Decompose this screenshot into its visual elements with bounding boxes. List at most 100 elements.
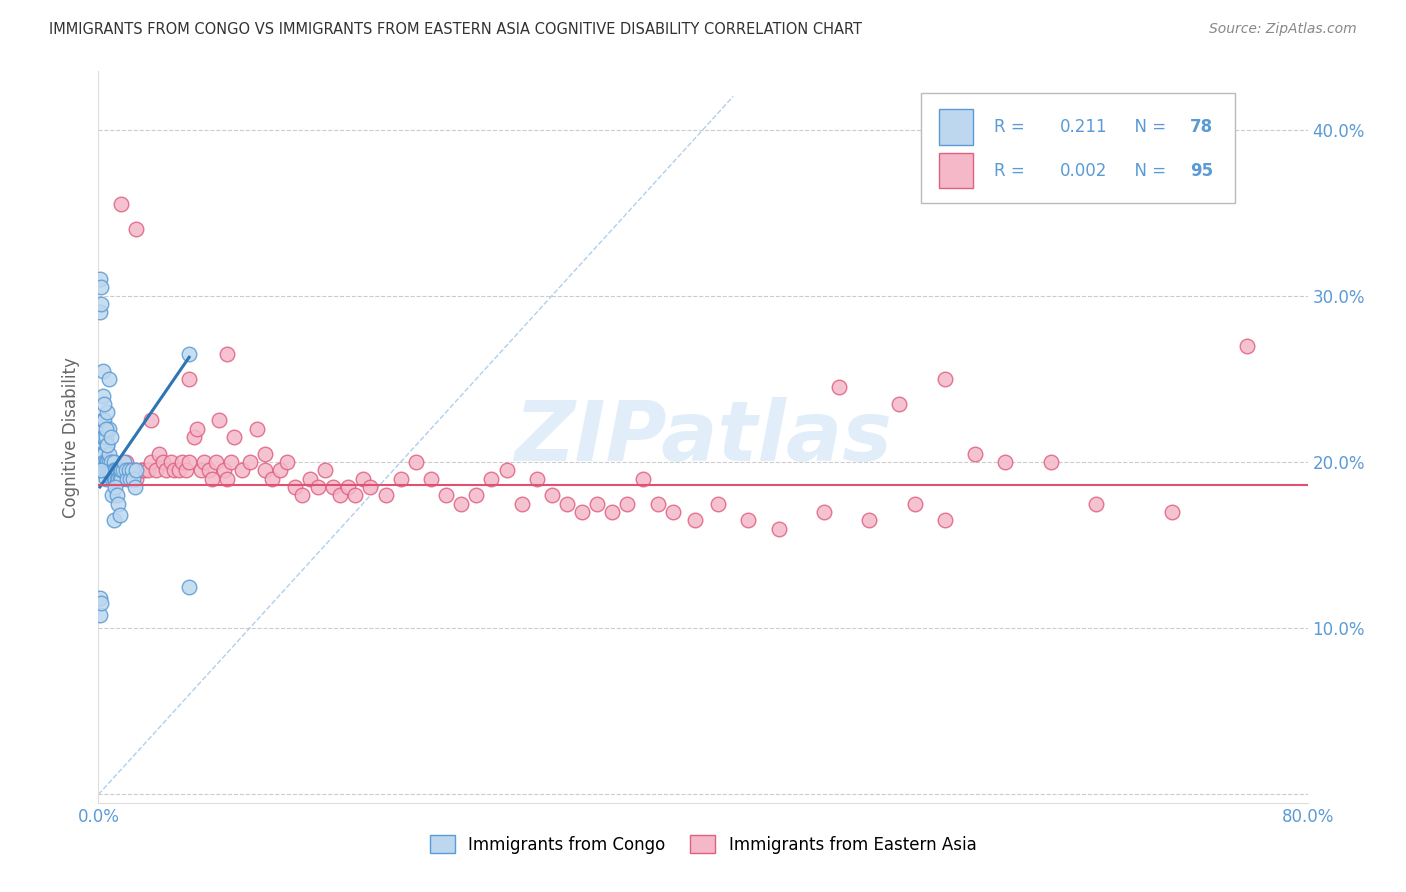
Point [91, 363, 114, 377]
Text: 95: 95 [1191, 161, 1213, 180]
Point [269, 463, 291, 477]
Point [828, 380, 851, 394]
Point [450, 497, 472, 511]
Point [307, 480, 329, 494]
Text: Source: ZipAtlas.com: Source: ZipAtlas.com [1209, 22, 1357, 37]
Point [108, 463, 131, 477]
Point [103, 513, 125, 527]
Point [193, 455, 215, 469]
Point [107, 497, 129, 511]
Point [100, 430, 122, 444]
Point [374, 488, 396, 502]
Point [284, 480, 307, 494]
Point [96, 455, 118, 469]
Point [186, 422, 208, 436]
Point [141, 455, 163, 469]
Point [89, 272, 111, 286]
Point [215, 472, 238, 486]
Point [586, 497, 609, 511]
Point [224, 430, 246, 444]
Point [1236, 338, 1258, 352]
Point [889, 397, 911, 411]
Point [112, 455, 135, 469]
Point [96, 438, 118, 452]
Point [98, 447, 121, 461]
Point [100, 463, 122, 477]
Point [685, 513, 707, 527]
Point [125, 463, 148, 477]
Text: ZIPatlas: ZIPatlas [515, 397, 891, 477]
Point [540, 488, 562, 502]
Point [108, 508, 131, 523]
Point [100, 463, 122, 477]
Point [197, 463, 219, 477]
Point [215, 347, 238, 361]
Point [155, 463, 177, 477]
Point [93, 397, 115, 411]
Point [1085, 497, 1108, 511]
Point [94, 455, 117, 469]
Point [526, 472, 548, 486]
Point [344, 488, 367, 502]
Point [100, 455, 122, 469]
Point [253, 447, 276, 461]
Point [104, 463, 127, 477]
Point [91, 447, 114, 461]
Point [93, 413, 115, 427]
Point [167, 463, 190, 477]
Point [934, 372, 956, 386]
Point [707, 497, 730, 511]
Point [89, 305, 111, 319]
Point [89, 438, 111, 452]
Point [125, 222, 148, 236]
Point [108, 472, 131, 486]
Text: R =: R = [994, 118, 1036, 136]
Point [90, 447, 112, 461]
Point [1039, 455, 1062, 469]
Point [322, 480, 344, 494]
Point [98, 422, 121, 436]
Point [208, 413, 231, 427]
Point [420, 472, 443, 486]
Point [1160, 505, 1182, 519]
Point [96, 463, 118, 477]
Point [118, 463, 141, 477]
Point [179, 347, 201, 361]
Point [136, 463, 159, 477]
Point [90, 463, 112, 477]
Text: N =: N = [1123, 118, 1171, 136]
Point [221, 455, 243, 469]
Point [571, 505, 593, 519]
Point [434, 488, 457, 502]
Point [291, 488, 314, 502]
Point [103, 455, 125, 469]
Point [510, 497, 533, 511]
Point [90, 280, 112, 294]
Point [91, 463, 114, 477]
Point [405, 455, 427, 469]
Point [103, 463, 125, 477]
Point [115, 472, 138, 486]
Point [98, 463, 121, 477]
Point [125, 472, 148, 486]
Text: IMMIGRANTS FROM CONGO VS IMMIGRANTS FROM EASTERN ASIA COGNITIVE DISABILITY CORRE: IMMIGRANTS FROM CONGO VS IMMIGRANTS FROM… [49, 22, 862, 37]
Point [132, 463, 155, 477]
Point [103, 455, 125, 469]
Text: 0.211: 0.211 [1060, 118, 1108, 136]
Point [93, 447, 115, 461]
Point [103, 472, 125, 486]
Point [101, 463, 124, 477]
Point [89, 463, 111, 477]
Point [98, 455, 121, 469]
Point [616, 497, 638, 511]
Point [90, 297, 112, 311]
Point [114, 463, 136, 477]
Point [118, 463, 141, 477]
FancyBboxPatch shape [921, 94, 1234, 203]
Point [100, 463, 122, 477]
Point [934, 513, 956, 527]
Point [93, 430, 115, 444]
Point [360, 480, 382, 494]
Point [555, 497, 578, 511]
Point [124, 480, 146, 494]
